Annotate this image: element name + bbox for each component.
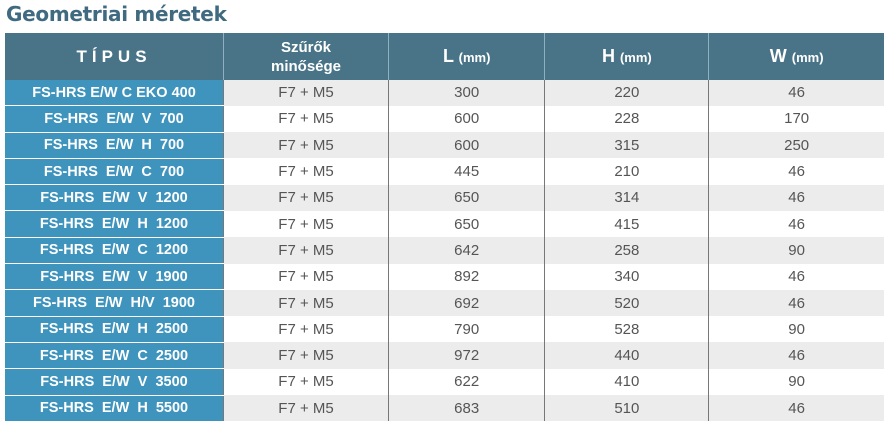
table-row: FS-HRS E/W V 1200 F7 + M5 650 314 46 — [5, 184, 884, 212]
table-row: FS-HRS E/W V 3500 F7 + M5 622 410 90 — [5, 368, 884, 396]
l-cell: 642 — [387, 237, 545, 264]
h-cell: 220 — [544, 80, 709, 106]
filter-cell: F7 + M5 — [223, 263, 389, 290]
h-cell: 510 — [544, 395, 709, 422]
filter-cell: F7 + M5 — [223, 368, 389, 396]
l-cell: 692 — [387, 289, 545, 317]
table-row: FS-HRS E/W V 700 F7 + M5 600 228 170 — [5, 105, 884, 133]
w-cell: 90 — [708, 237, 884, 264]
type-cell: FS-HRS E/W V 1900 — [5, 263, 224, 291]
filter-cell: F7 + M5 — [223, 395, 389, 422]
type-cell: FS-HRS E/W H 2500 — [5, 316, 224, 343]
h-cell: 528 — [544, 316, 709, 343]
header-type: TÍPUS — [5, 33, 224, 80]
filter-cell: F7 + M5 — [223, 184, 389, 211]
header-l-label: L — [442, 46, 454, 66]
l-cell: 892 — [387, 263, 545, 290]
type-cell: FS-HRS E/W H 700 — [5, 132, 224, 159]
header-w: W (mm) — [708, 33, 884, 80]
l-cell: 650 — [387, 184, 545, 211]
filter-cell: F7 + M5 — [223, 342, 389, 369]
h-cell: 210 — [544, 158, 709, 185]
w-cell: 170 — [708, 105, 884, 133]
table-row: FS-HRS E/W C 2500 F7 + M5 972 440 46 — [5, 342, 884, 370]
w-cell: 46 — [708, 342, 884, 369]
h-cell: 314 — [544, 184, 709, 211]
table-row: FS-HRS E/W H 2500 F7 + M5 790 528 90 — [5, 316, 884, 343]
l-cell: 300 — [387, 80, 545, 106]
type-cell: FS-HRS E/W V 1200 — [5, 184, 224, 212]
header-w-label: W — [769, 46, 787, 66]
l-cell: 600 — [387, 132, 545, 159]
type-cell: FS-HRS E/W V 700 — [5, 105, 224, 133]
header-filter-line2: minősége — [270, 57, 342, 75]
table-row: FS-HRS E/W C 1200 F7 + M5 642 258 90 — [5, 237, 884, 265]
type-cell: FS-HRS E/W V 3500 — [5, 368, 224, 396]
filter-cell: F7 + M5 — [223, 105, 389, 133]
filter-cell: F7 + M5 — [223, 237, 389, 264]
type-cell: FS-HRS E/W C 1200 — [5, 237, 224, 265]
header-filter-line1: Szűrők — [280, 38, 331, 56]
unit-label: (mm) — [619, 50, 652, 65]
filter-cell: F7 + M5 — [223, 80, 389, 106]
h-cell: 228 — [544, 105, 709, 133]
h-cell: 440 — [544, 342, 709, 369]
w-cell: 46 — [708, 210, 884, 238]
w-cell: 46 — [708, 395, 884, 422]
table-row: FS-HRS E/W H/V 1900 F7 + M5 692 520 46 — [5, 289, 884, 317]
l-cell: 683 — [387, 395, 545, 422]
header-h: H (mm) — [544, 33, 709, 80]
l-cell: 972 — [387, 342, 545, 369]
h-cell: 315 — [544, 132, 709, 159]
w-cell: 46 — [708, 184, 884, 211]
header-l: L (mm) — [387, 33, 545, 80]
page-title: Geometriai méretek — [6, 2, 227, 26]
table-row: FS-HRS E/W C 700 F7 + M5 445 210 46 — [5, 158, 884, 186]
w-cell: 46 — [708, 263, 884, 290]
w-cell: 46 — [708, 289, 884, 317]
filter-cell: F7 + M5 — [223, 316, 389, 343]
table-row: FS-HRS E/W H 5500 F7 + M5 683 510 46 — [5, 395, 884, 422]
table-row: FS-HRS E/W H 700 F7 + M5 600 315 250 — [5, 132, 884, 159]
filter-cell: F7 + M5 — [223, 132, 389, 159]
l-cell: 445 — [387, 158, 545, 185]
w-cell: 46 — [708, 158, 884, 185]
table-row: FS-HRS E/W H 1200 F7 + M5 650 415 46 — [5, 210, 884, 238]
type-cell: FS-HRS E/W C 2500 — [5, 342, 224, 370]
h-cell: 410 — [544, 368, 709, 396]
header-filter: Szűrők minősége — [223, 33, 389, 80]
type-cell: FS-HRS E/W H 5500 — [5, 395, 224, 422]
h-cell: 340 — [544, 263, 709, 290]
type-cell: FS-HRS E/W C 700 — [5, 158, 224, 186]
dimensions-table: TÍPUS Szűrők minősége L (mm) H (mm) W (mm… — [5, 33, 884, 422]
h-cell: 258 — [544, 237, 709, 264]
filter-cell: F7 + M5 — [223, 158, 389, 185]
l-cell: 622 — [387, 368, 545, 396]
table-row: FS-HRS E/W V 1900 F7 + M5 892 340 46 — [5, 263, 884, 291]
w-cell: 250 — [708, 132, 884, 159]
header-h-label: H — [601, 46, 615, 66]
l-cell: 650 — [387, 210, 545, 238]
type-cell: FS-HRS E/W H 1200 — [5, 210, 224, 238]
unit-label: (mm) — [458, 50, 491, 65]
type-cell: FS-HRS E/W H/V 1900 — [5, 289, 224, 317]
h-cell: 520 — [544, 289, 709, 317]
w-cell: 90 — [708, 368, 884, 396]
l-cell: 790 — [387, 316, 545, 343]
w-cell: 90 — [708, 316, 884, 343]
l-cell: 600 — [387, 105, 545, 133]
filter-cell: F7 + M5 — [223, 210, 389, 238]
w-cell: 46 — [708, 80, 884, 106]
unit-label: (mm) — [791, 50, 824, 65]
table-row: FS-HRS E/W C EKO 400 F7 + M5 300 220 46 — [5, 80, 884, 107]
filter-cell: F7 + M5 — [223, 289, 389, 317]
h-cell: 415 — [544, 210, 709, 238]
type-cell: FS-HRS E/W C EKO 400 — [5, 80, 224, 107]
